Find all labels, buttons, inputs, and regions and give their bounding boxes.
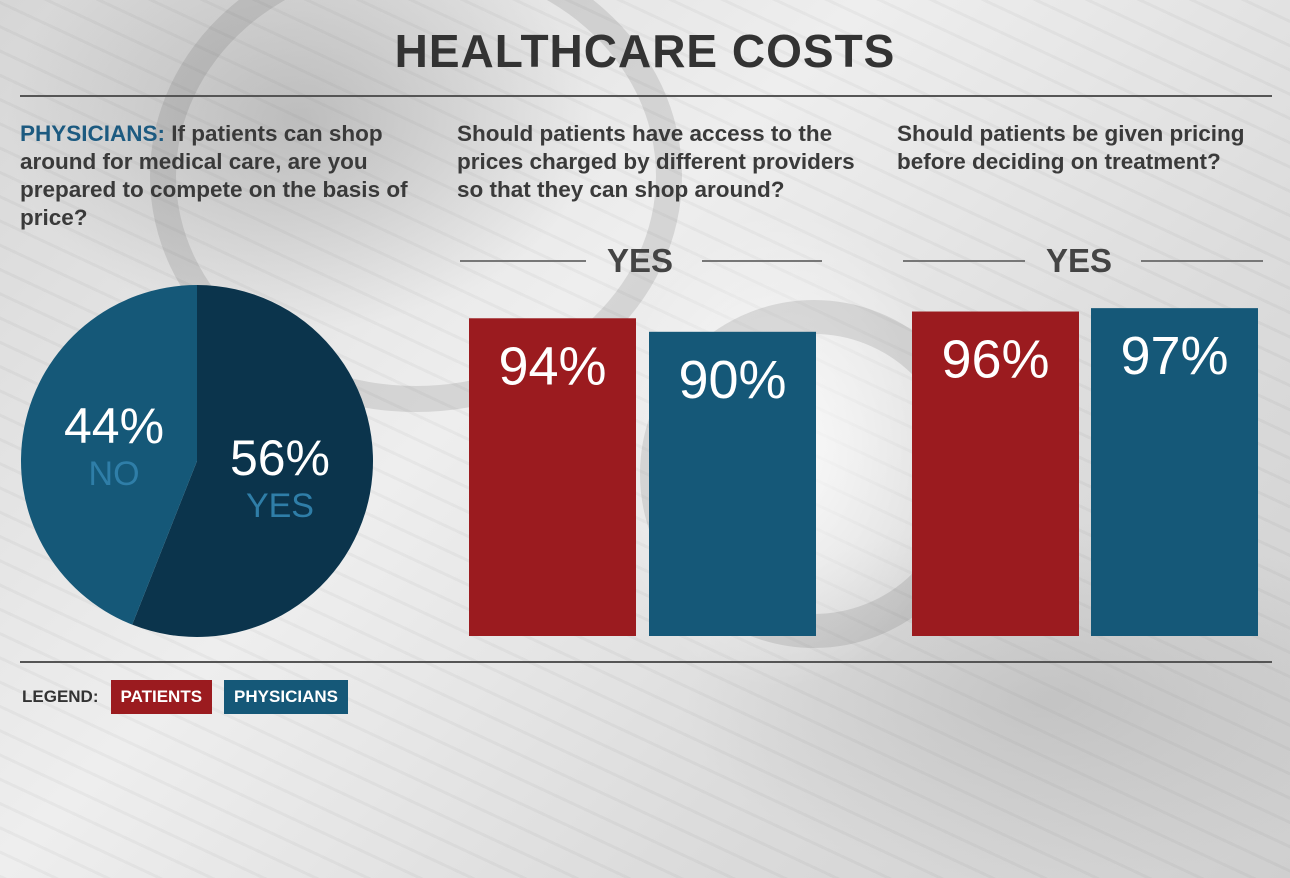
legend: LEGEND: PATIENTS PHYSICIANS: [22, 680, 360, 714]
question-access-prices: Should patients have access to the price…: [457, 120, 857, 204]
question-text: Should patients be given pricing before …: [897, 121, 1245, 174]
yes-header-1: YES: [460, 242, 830, 282]
pie-slice-yes: [132, 285, 373, 637]
top-divider: [20, 95, 1272, 97]
bar-label-physicians-q2: 90%: [678, 350, 786, 410]
bottom-divider: [20, 661, 1272, 663]
question-lead: PHYSICIANS:: [20, 121, 166, 146]
pie-category-no: NO: [89, 455, 140, 493]
legend-patients: PATIENTS: [110, 680, 213, 714]
bar-label-physicians-q3: 97%: [1120, 326, 1228, 386]
header-line: [903, 260, 1025, 262]
question-text: Should patients have access to the price…: [457, 121, 855, 202]
header-line: [460, 260, 586, 262]
question-text: If patients can shop around for medical …: [20, 121, 408, 230]
bar-label-patients-q2: 94%: [498, 336, 606, 396]
bar-physicians-q3: [1091, 308, 1258, 636]
bar-label-patients-q3: 96%: [941, 330, 1049, 390]
bar-physicians-q2: [649, 331, 816, 636]
question-physicians: PHYSICIANS: If patients can shop around …: [20, 120, 420, 232]
pie-value-yes: 56%: [230, 430, 330, 486]
legend-physicians: PHYSICIANS: [224, 680, 348, 714]
page-title: HEALTHCARE COSTS: [394, 25, 896, 77]
bar-patients-q3: [912, 311, 1079, 636]
header-line: [702, 260, 822, 262]
bar-patients-q2: [469, 318, 636, 636]
yes-label: YES: [1046, 242, 1113, 279]
header-line: [1141, 260, 1263, 262]
legend-label: LEGEND:: [22, 687, 99, 706]
yes-label: YES: [607, 242, 674, 279]
yes-header-2: YES: [903, 242, 1273, 282]
pie-value-no: 44%: [64, 398, 164, 454]
question-pricing-before-treatment: Should patients be given pricing before …: [897, 120, 1282, 176]
pie-slice-no: [20, 285, 197, 625]
pie-category-yes: YES: [246, 487, 314, 525]
